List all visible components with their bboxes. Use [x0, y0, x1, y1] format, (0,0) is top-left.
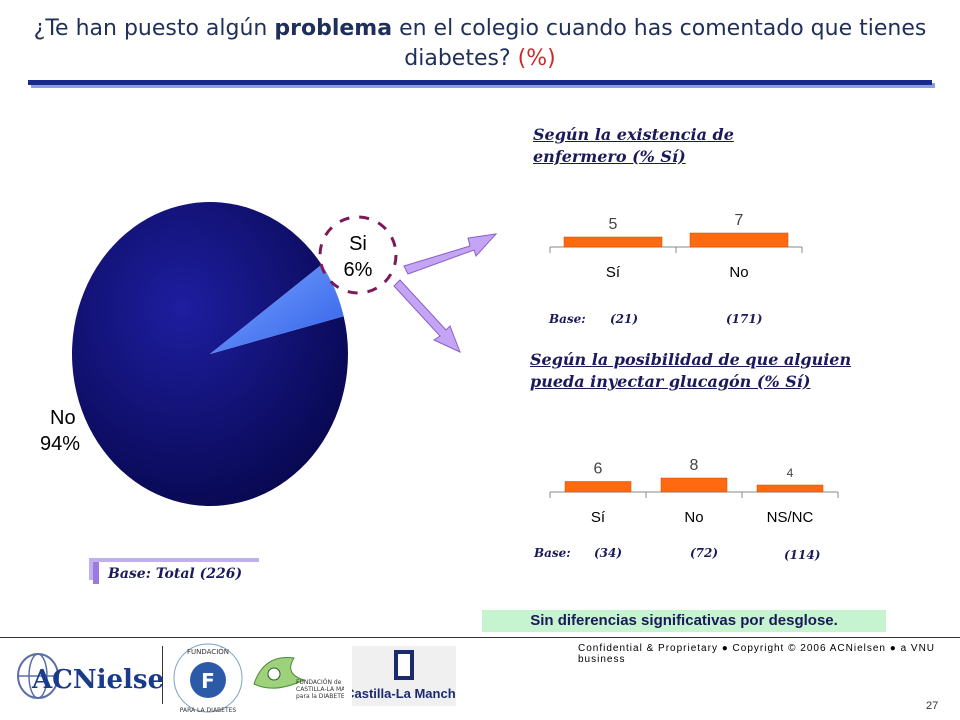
pie-value-no: 94% — [40, 433, 80, 455]
svg-text:FUNDACIÓN de: FUNDACIÓN de — [296, 679, 342, 686]
bar2-base-si: (34) — [594, 546, 623, 560]
bar-chart-glucagon: 6 Sí 8 No 4 NS/NC — [549, 457, 839, 526]
category-label: Sí — [591, 509, 606, 526]
title-part2: en el colegio cuando has comentado que t… — [392, 16, 927, 71]
fundacion-diabetes-logo: F FUNDACIÓN PARA LA DIABETES — [173, 643, 243, 714]
bar-value-label: 5 — [609, 216, 618, 233]
page-title: ¿Te han puesto algún problema en el cole… — [0, 14, 960, 74]
title-part1: ¿Te han puesto algún — [33, 16, 275, 41]
logo-separator — [162, 646, 163, 704]
note-banner: Sin diferencias significativas por desgl… — [482, 610, 886, 632]
svg-text:para la DIABETES: para la DIABETES — [296, 693, 344, 700]
acnielsen-logo: ACNielsen — [17, 653, 162, 699]
svg-text:FUNDACIÓN: FUNDACIÓN — [187, 647, 229, 656]
bar-chart-enfermero: 5 Sí 7 No — [549, 212, 803, 281]
bar1-base-no: (171) — [726, 312, 763, 326]
bar2-title-line1: Según la posibilidad de que alguien — [530, 350, 852, 369]
pie-slice-no — [71, 202, 349, 506]
arrow-up-icon — [403, 233, 498, 275]
bar2-base-nsnc: (114) — [784, 548, 821, 562]
bar1-title-line2: enfermero (% Sí) — [533, 147, 686, 166]
title-unit: (%) — [517, 46, 556, 71]
arrow-down-icon — [393, 279, 461, 353]
page-number: 27 — [926, 700, 939, 712]
pie-slice-si — [210, 264, 344, 354]
pie-label-si: Si — [349, 233, 367, 255]
bar2-base-no: (72) — [690, 546, 719, 560]
category-label: No — [729, 264, 748, 281]
svg-text:ACNielsen: ACNielsen — [31, 665, 162, 695]
footer-divider — [0, 637, 960, 638]
category-label: Sí — [606, 264, 621, 281]
bar1-base-si: (21) — [610, 312, 639, 326]
bar1-title: Según la existencia de enfermero (% Sí) — [533, 124, 734, 168]
title-bold: problema — [274, 16, 393, 41]
bar-no — [660, 477, 728, 493]
bar-value-label: 4 — [787, 466, 794, 480]
bar1-title-line1: Según la existencia de — [533, 125, 734, 144]
castilla-la-mancha-logo: Castilla-La Mancha — [352, 646, 456, 706]
category-label: NS/NC — [767, 509, 814, 526]
svg-text:PARA LA DIABETES: PARA LA DIABETES — [180, 707, 237, 714]
category-label: No — [684, 509, 703, 526]
svg-text:F: F — [201, 669, 215, 693]
bar-ns-nc — [756, 484, 824, 493]
base-total-label: Base: Total (226) — [108, 566, 243, 582]
base-total-box — [93, 562, 263, 584]
confidential-notice: Confidential & Proprietary ● Copyright ©… — [578, 643, 936, 665]
svg-text:CASTILLA-LA MANCHA: CASTILLA-LA MANCHA — [296, 686, 344, 693]
bar-value-label: 7 — [735, 212, 744, 229]
fundacion-clm-logo: FUNDACIÓN de CASTILLA-LA MANCHA para la … — [253, 657, 344, 700]
bar-value-label: 8 — [690, 457, 699, 474]
bar2-base-label: Base: — [534, 546, 571, 560]
bar-s- — [564, 481, 632, 493]
bar-s- — [563, 236, 663, 248]
bar2-title-line2: pueda inyectar glucagón (% Sí) — [530, 372, 811, 391]
title-divider — [28, 80, 932, 85]
svg-text:Castilla-La Mancha: Castilla-La Mancha — [352, 686, 456, 701]
pie-chart: No 94% Si 6% — [40, 202, 498, 506]
pie-label-no: No — [50, 407, 76, 429]
bar-no — [689, 232, 789, 248]
bar-value-label: 6 — [594, 461, 603, 478]
bar1-base-label: Base: — [549, 312, 586, 326]
pie-value-si: 6% — [344, 259, 373, 281]
highlight-circle — [318, 215, 398, 295]
bar2-title: Según la posibilidad de que alguien pued… — [530, 349, 851, 393]
